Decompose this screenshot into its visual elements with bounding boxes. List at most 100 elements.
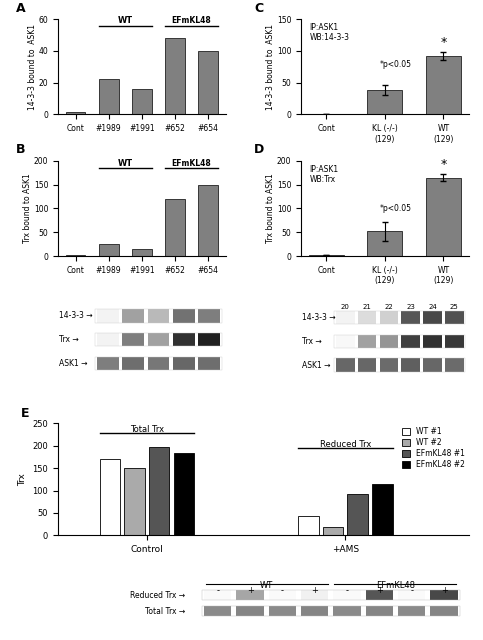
Bar	[149, 447, 170, 535]
Text: ASK1 →: ASK1 →	[59, 359, 87, 368]
Y-axis label: Trx bound to ASK1: Trx bound to ASK1	[23, 173, 32, 243]
Text: +: +	[247, 586, 254, 595]
Bar	[122, 309, 144, 323]
Bar	[430, 606, 458, 616]
Bar	[333, 606, 361, 616]
Bar	[301, 590, 328, 600]
Bar	[423, 310, 442, 324]
Bar	[99, 244, 118, 256]
Bar	[336, 335, 355, 348]
Text: D: D	[254, 143, 264, 156]
Bar	[358, 310, 376, 324]
Bar	[95, 357, 222, 371]
Text: 14-3-3 →: 14-3-3 →	[302, 313, 335, 322]
Text: EFmKL48: EFmKL48	[171, 16, 211, 25]
Bar	[358, 358, 376, 372]
Text: B: B	[16, 143, 26, 156]
Text: +: +	[312, 586, 318, 595]
Y-axis label: Trx: Trx	[18, 473, 27, 486]
Bar	[204, 590, 231, 600]
Text: -: -	[281, 586, 284, 595]
Bar	[199, 357, 220, 371]
Y-axis label: 14-3-3 bound to  ASK1: 14-3-3 bound to ASK1	[28, 24, 37, 110]
Bar	[298, 516, 319, 535]
Bar	[165, 199, 185, 256]
Y-axis label: Trx bound to ASK1: Trx bound to ASK1	[266, 173, 275, 243]
Bar	[426, 56, 461, 115]
Bar	[204, 606, 231, 616]
Bar	[401, 358, 420, 372]
Text: 14-3-3 →: 14-3-3 →	[59, 312, 92, 321]
Text: Reduced Trx →: Reduced Trx →	[130, 591, 185, 600]
Bar	[398, 606, 426, 616]
Text: A: A	[16, 1, 26, 15]
Bar	[147, 309, 170, 323]
Bar	[66, 255, 85, 256]
Bar	[380, 358, 398, 372]
Bar	[66, 112, 85, 115]
Bar	[173, 453, 194, 535]
Bar	[366, 590, 393, 600]
Bar	[173, 309, 195, 323]
Bar	[336, 358, 355, 372]
Bar	[122, 357, 144, 371]
Bar	[358, 335, 376, 348]
Bar	[430, 590, 458, 600]
Text: 22: 22	[384, 304, 393, 310]
Bar	[95, 333, 222, 346]
Bar	[309, 255, 344, 256]
Bar	[423, 335, 442, 348]
Text: 23: 23	[406, 304, 415, 310]
Bar	[323, 527, 343, 535]
Text: +: +	[376, 586, 383, 595]
Bar	[97, 357, 118, 371]
Bar	[147, 333, 170, 346]
Text: +: +	[440, 586, 448, 595]
Bar	[445, 310, 464, 324]
Bar	[95, 309, 222, 323]
Bar	[445, 335, 464, 348]
Bar	[333, 590, 361, 600]
Text: -: -	[410, 586, 413, 595]
Text: C: C	[254, 1, 263, 15]
Text: IP:ASK1
WB:Trx: IP:ASK1 WB:Trx	[309, 164, 339, 184]
Bar	[445, 358, 464, 372]
Bar	[202, 606, 460, 616]
Bar	[398, 590, 426, 600]
Bar	[301, 606, 328, 616]
Text: Reduced Trx: Reduced Trx	[320, 440, 371, 449]
Bar	[99, 79, 118, 115]
Text: Total Trx →: Total Trx →	[145, 607, 185, 616]
Text: -: -	[216, 586, 219, 595]
Text: E: E	[21, 407, 29, 420]
Bar	[426, 177, 461, 256]
Text: WT: WT	[118, 159, 133, 168]
Bar	[380, 310, 398, 324]
Text: Trx →: Trx →	[302, 337, 322, 346]
Bar	[173, 357, 195, 371]
Bar	[124, 468, 145, 535]
Text: 21: 21	[363, 304, 371, 310]
Text: 25: 25	[450, 304, 459, 310]
Text: Total Trx: Total Trx	[130, 425, 164, 434]
Bar	[334, 358, 465, 372]
Text: *p<0.05: *p<0.05	[380, 204, 412, 213]
Text: *p<0.05: *p<0.05	[380, 60, 412, 69]
Bar	[423, 358, 442, 372]
Bar	[173, 333, 195, 346]
Bar	[401, 335, 420, 348]
Text: ASK1 →: ASK1 →	[302, 360, 330, 369]
Bar	[347, 493, 368, 535]
Bar	[97, 309, 118, 323]
Bar	[372, 484, 393, 535]
Bar	[334, 310, 465, 324]
Bar	[236, 590, 264, 600]
Text: *: *	[440, 158, 446, 172]
Bar	[236, 606, 264, 616]
Y-axis label: 14-3-3 bound to  ASK1: 14-3-3 bound to ASK1	[266, 24, 275, 110]
Bar	[269, 606, 296, 616]
Bar	[165, 38, 185, 115]
Bar	[97, 333, 118, 346]
Text: IP:ASK1
WB:14-3-3: IP:ASK1 WB:14-3-3	[309, 23, 349, 42]
Bar	[202, 590, 460, 600]
